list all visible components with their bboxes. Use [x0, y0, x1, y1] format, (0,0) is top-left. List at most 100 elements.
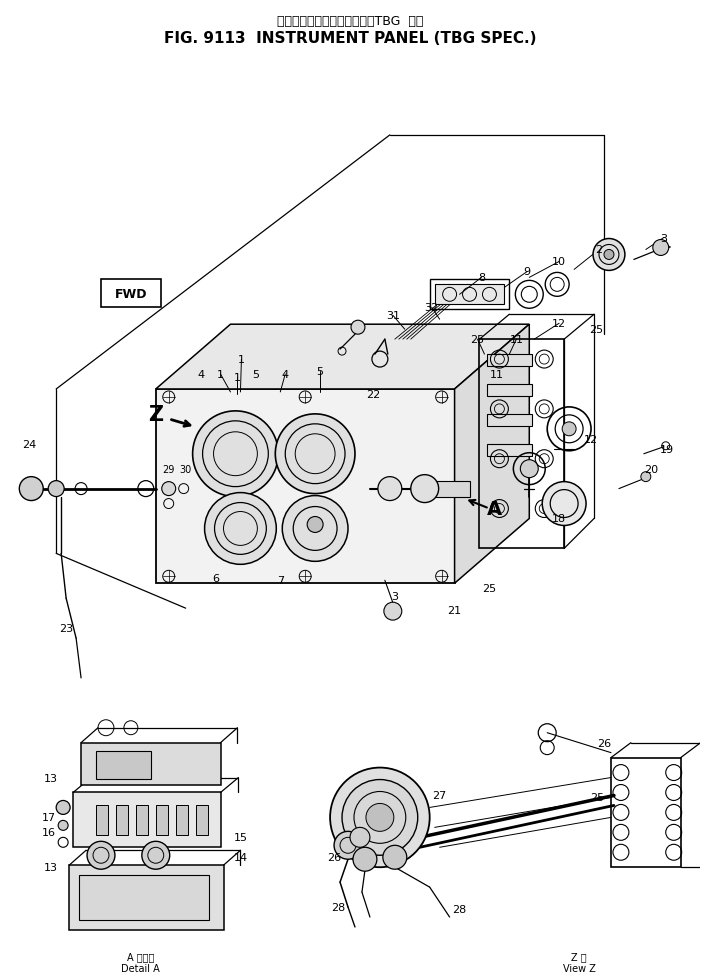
Text: 3: 3	[391, 592, 398, 602]
Bar	[479, 340, 564, 549]
Bar	[487, 445, 532, 456]
Text: 13: 13	[44, 773, 58, 783]
Text: 2: 2	[595, 245, 603, 255]
Text: 27: 27	[433, 790, 447, 801]
Text: 4: 4	[197, 369, 204, 380]
Circle shape	[334, 831, 362, 860]
Circle shape	[641, 472, 651, 482]
Text: FWD: FWD	[115, 287, 147, 301]
Text: 24: 24	[22, 440, 36, 449]
Text: 8: 8	[478, 274, 485, 283]
Text: 32: 32	[425, 303, 439, 313]
Bar	[196, 806, 207, 835]
Polygon shape	[156, 390, 454, 583]
Bar	[96, 806, 108, 835]
Circle shape	[193, 411, 278, 497]
Text: A: A	[487, 499, 502, 519]
Circle shape	[307, 517, 323, 532]
Bar	[81, 743, 221, 785]
Circle shape	[411, 475, 439, 503]
Circle shape	[378, 477, 402, 501]
Bar	[435, 285, 505, 305]
Circle shape	[350, 828, 370, 847]
Bar	[101, 280, 161, 308]
Text: 12: 12	[584, 435, 598, 445]
Text: 26: 26	[327, 852, 341, 863]
Text: 15: 15	[233, 832, 247, 842]
Text: 22: 22	[366, 390, 380, 400]
Circle shape	[48, 481, 64, 497]
Text: 25: 25	[470, 335, 484, 345]
Text: 12: 12	[552, 319, 566, 329]
Circle shape	[562, 422, 576, 437]
Text: 21: 21	[447, 606, 462, 616]
Bar	[435, 481, 470, 497]
Text: 19: 19	[660, 445, 674, 454]
Text: 6: 6	[212, 573, 219, 583]
Bar	[430, 280, 510, 310]
Circle shape	[56, 800, 70, 815]
Text: 29: 29	[163, 464, 175, 474]
Circle shape	[142, 841, 170, 870]
Circle shape	[383, 845, 407, 870]
Bar	[156, 806, 168, 835]
Text: Z 視
View Z: Z 視 View Z	[563, 951, 596, 973]
Text: 1: 1	[238, 355, 245, 364]
Text: 17: 17	[42, 813, 56, 823]
Circle shape	[653, 240, 669, 256]
Text: 4: 4	[282, 369, 289, 380]
Bar	[611, 758, 681, 868]
Circle shape	[366, 804, 394, 831]
Bar	[176, 806, 188, 835]
Text: 3: 3	[660, 234, 667, 243]
Text: 25: 25	[482, 583, 496, 594]
Circle shape	[384, 603, 402, 620]
Circle shape	[353, 847, 377, 871]
Text: 9: 9	[524, 267, 531, 277]
Text: 23: 23	[59, 623, 73, 633]
Circle shape	[283, 496, 348, 562]
Text: Z: Z	[148, 404, 163, 424]
Circle shape	[58, 821, 68, 830]
Text: A 詳細図
Detail A: A 詳細図 Detail A	[121, 951, 161, 973]
Text: 5: 5	[252, 369, 259, 380]
Text: 14: 14	[233, 852, 247, 863]
Text: インスツルメント　パネル　TBG  仕様: インスツルメント パネル TBG 仕様	[277, 16, 423, 28]
Text: 25: 25	[589, 325, 603, 335]
Bar	[136, 806, 148, 835]
Text: 7: 7	[277, 575, 284, 585]
Text: 18: 18	[552, 514, 566, 524]
Bar	[487, 385, 532, 397]
Circle shape	[593, 239, 625, 272]
Text: 16: 16	[42, 828, 56, 837]
Polygon shape	[454, 325, 529, 583]
Circle shape	[20, 477, 43, 501]
Text: 11: 11	[510, 335, 524, 345]
Polygon shape	[156, 325, 529, 390]
Bar	[116, 806, 128, 835]
Bar	[69, 866, 224, 930]
Text: 26: 26	[597, 738, 611, 748]
Circle shape	[87, 841, 115, 870]
Circle shape	[275, 414, 355, 494]
Circle shape	[351, 320, 365, 335]
Text: 10: 10	[552, 257, 566, 267]
Bar	[73, 792, 221, 847]
Bar	[96, 751, 151, 779]
Text: 20: 20	[644, 464, 658, 474]
Circle shape	[162, 482, 176, 496]
Text: 5: 5	[317, 366, 324, 377]
Text: 31: 31	[386, 311, 400, 320]
Text: 28: 28	[452, 904, 467, 914]
Circle shape	[342, 780, 418, 856]
Circle shape	[543, 482, 586, 526]
Text: 25: 25	[590, 792, 604, 803]
Circle shape	[330, 768, 430, 868]
Circle shape	[604, 250, 614, 260]
Text: 1: 1	[217, 369, 224, 380]
Text: 1: 1	[234, 372, 241, 383]
Circle shape	[520, 460, 538, 478]
Text: 11: 11	[489, 369, 503, 380]
Text: FIG. 9113  INSTRUMENT PANEL (TBG SPEC.): FIG. 9113 INSTRUMENT PANEL (TBG SPEC.)	[164, 31, 536, 46]
Bar	[487, 414, 532, 426]
